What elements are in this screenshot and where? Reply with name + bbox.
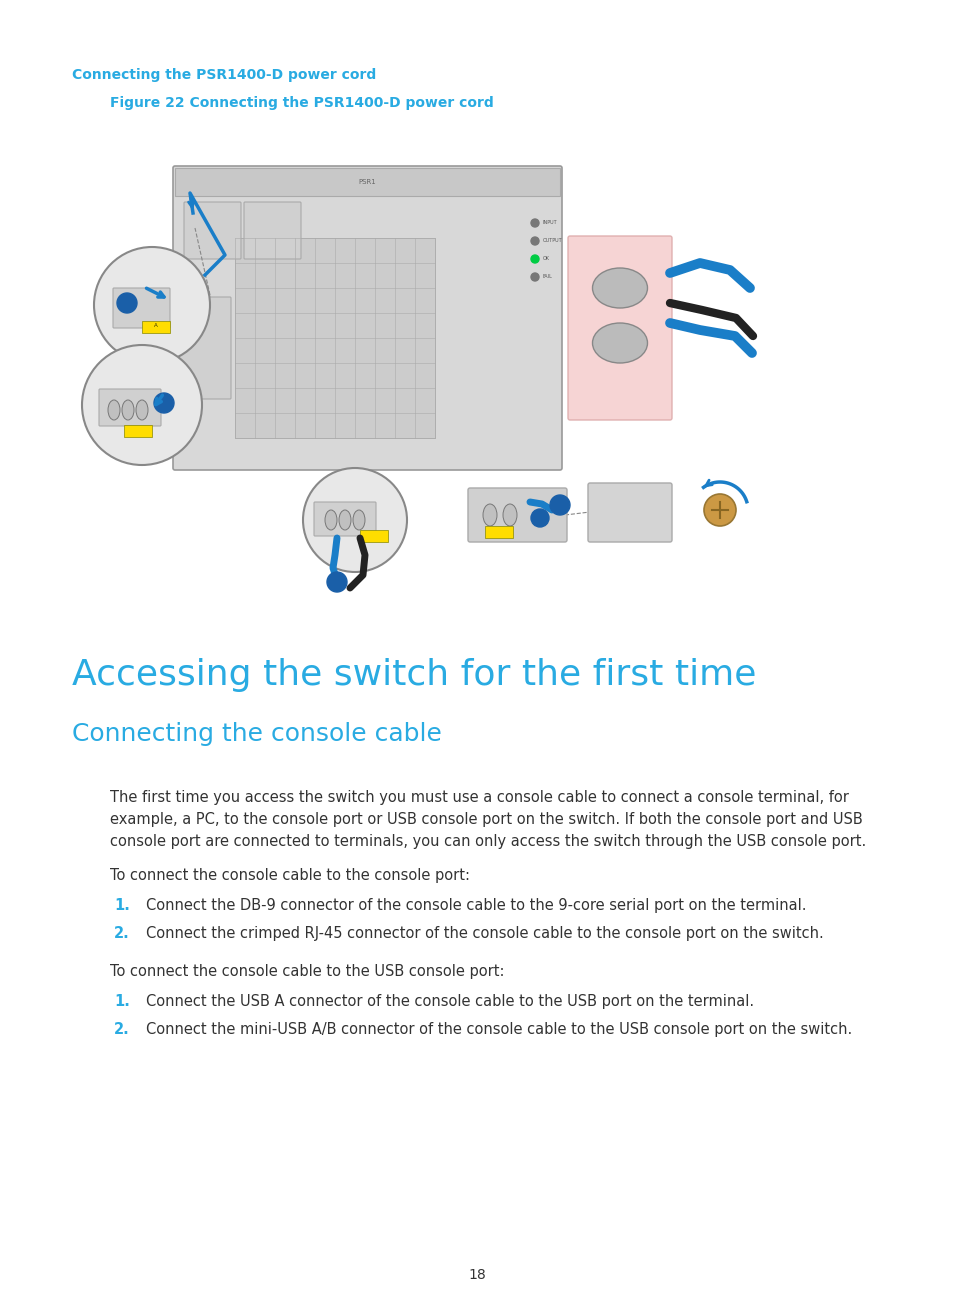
Text: OUTPUT: OUTPUT [542, 238, 562, 244]
Text: console port are connected to terminals, you can only access the switch through : console port are connected to terminals,… [110, 835, 865, 849]
FancyBboxPatch shape [112, 288, 170, 328]
FancyBboxPatch shape [99, 389, 161, 426]
Text: Accessing the switch for the first time: Accessing the switch for the first time [71, 658, 756, 692]
Text: INPUT: INPUT [542, 220, 558, 226]
Circle shape [531, 273, 538, 281]
FancyBboxPatch shape [587, 483, 671, 542]
Ellipse shape [482, 504, 497, 526]
Text: Connect the USB A connector of the console cable to the USB port on the terminal: Connect the USB A connector of the conso… [146, 994, 753, 1010]
Text: 18: 18 [468, 1267, 485, 1282]
Circle shape [327, 572, 347, 592]
Circle shape [531, 219, 538, 227]
FancyBboxPatch shape [468, 489, 566, 542]
Text: example, a PC, to the console port or USB console port on the switch. If both th: example, a PC, to the console port or US… [110, 813, 862, 827]
Bar [124, 425, 152, 437]
FancyBboxPatch shape [567, 236, 671, 420]
Text: The first time you access the switch you must use a console cable to connect a c: The first time you access the switch you… [110, 791, 848, 805]
Text: To connect the console cable to the console port:: To connect the console cable to the cons… [110, 868, 470, 883]
Text: 1.: 1. [113, 898, 130, 912]
Circle shape [703, 494, 735, 526]
Text: OK: OK [542, 257, 550, 262]
Ellipse shape [592, 268, 647, 308]
Circle shape [117, 293, 137, 314]
Text: Connect the DB-9 connector of the console cable to the 9-core serial port on the: Connect the DB-9 connector of the consol… [146, 898, 805, 912]
Text: To connect the console cable to the USB console port:: To connect the console cable to the USB … [110, 964, 504, 978]
Text: Figure 22 Connecting the PSR1400-D power cord: Figure 22 Connecting the PSR1400-D power… [110, 96, 494, 110]
Text: PSR1: PSR1 [358, 179, 376, 185]
Ellipse shape [122, 400, 133, 420]
Bar [484, 526, 513, 538]
Text: Connect the crimped RJ-45 connector of the console cable to the console port on : Connect the crimped RJ-45 connector of t… [146, 927, 822, 941]
Text: Connect the mini-USB A/B connector of the console cable to the USB console port : Connect the mini-USB A/B connector of th… [146, 1023, 851, 1037]
Circle shape [531, 509, 548, 527]
Circle shape [94, 248, 210, 363]
Text: 1.: 1. [113, 994, 130, 1010]
Text: 2.: 2. [113, 927, 130, 941]
Ellipse shape [136, 400, 148, 420]
Ellipse shape [353, 511, 365, 530]
FancyBboxPatch shape [172, 166, 561, 470]
Bar [234, 238, 435, 438]
Circle shape [153, 393, 173, 413]
Text: Connecting the PSR1400-D power cord: Connecting the PSR1400-D power cord [71, 67, 375, 82]
Bar [359, 530, 388, 542]
Text: A: A [154, 323, 157, 328]
Ellipse shape [325, 511, 336, 530]
FancyBboxPatch shape [179, 297, 231, 399]
Ellipse shape [338, 511, 351, 530]
Circle shape [82, 345, 202, 465]
Circle shape [531, 237, 538, 245]
Circle shape [303, 468, 407, 572]
FancyBboxPatch shape [314, 502, 375, 537]
Bar [142, 321, 170, 333]
FancyBboxPatch shape [244, 202, 301, 259]
Circle shape [531, 255, 538, 263]
Ellipse shape [108, 400, 120, 420]
Circle shape [550, 495, 569, 515]
Text: Connecting the console cable: Connecting the console cable [71, 722, 441, 746]
Text: 2.: 2. [113, 1023, 130, 1037]
Ellipse shape [502, 504, 517, 526]
Text: FAIL: FAIL [542, 275, 553, 280]
Ellipse shape [592, 323, 647, 363]
Bar [174, 168, 559, 196]
FancyBboxPatch shape [184, 202, 241, 259]
